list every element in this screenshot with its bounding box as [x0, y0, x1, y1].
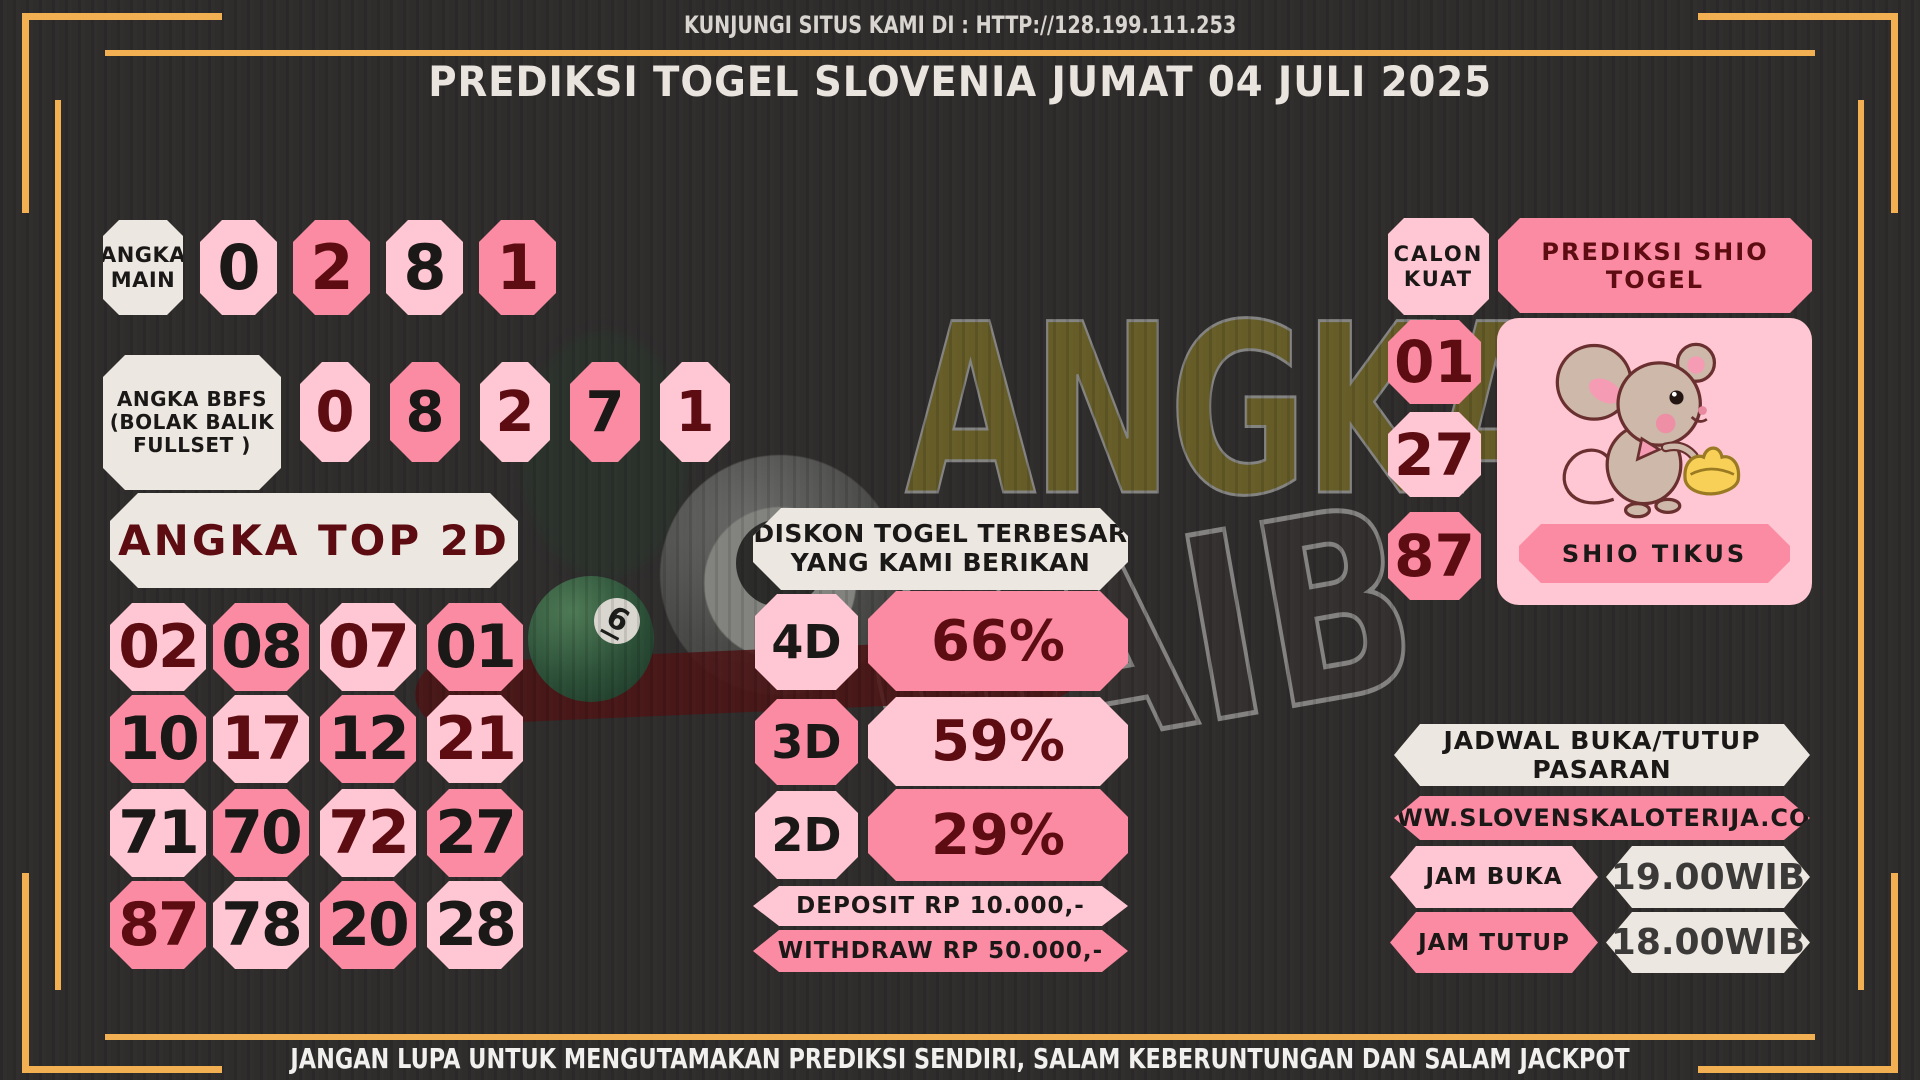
site-url-text: KUNJUNGI SITUS KAMI DI : HTTP://128.199.… — [683, 11, 1237, 39]
jam-buka-label: JAM BUKA — [1390, 846, 1598, 908]
diskon-2d-value: 29% — [868, 789, 1128, 881]
diskon-3d-label: 3D — [755, 699, 858, 785]
frame-corner-bl-v — [22, 873, 29, 1073]
mouse-icon — [1555, 342, 1741, 519]
jam-tutup-value: 18.00WIB — [1606, 912, 1810, 973]
shio-animal-label: SHIO TIKUS — [1519, 524, 1790, 583]
frame-inner-right — [1858, 100, 1864, 990]
diskon-2d-label: 2D — [755, 791, 858, 879]
top2d-cell: 70 — [213, 789, 309, 877]
shio-number: 27 — [1388, 412, 1481, 497]
calon-kuat-label: CALON KUAT — [1388, 218, 1489, 315]
bbfs-label: ANGKA BBFS (BOLAK BALIK FULLSET ) — [103, 355, 281, 490]
site-url-banner: KUNJUNGI SITUS KAMI DI : HTTP://128.199.… — [0, 6, 1920, 44]
angka-main-digit: 0 — [200, 220, 277, 315]
top2d-title: ANGKA TOP 2D — [110, 493, 518, 588]
top2d-cell: 71 — [110, 789, 206, 877]
frame-corner-tl-v — [22, 13, 29, 213]
top2d-cell: 01 — [427, 603, 523, 691]
billiard-6ball-number: 6 — [585, 589, 649, 653]
bbfs-digit: 0 — [300, 362, 370, 462]
diskon-title: DISKON TOGEL TERBESAR YANG KAMI BERIKAN — [753, 508, 1128, 590]
top2d-cell: 02 — [110, 603, 206, 691]
angka-main-digit: 2 — [293, 220, 370, 315]
diskon-4d-label: 4D — [755, 594, 858, 690]
angka-main-label: ANGKA MAIN — [103, 220, 183, 315]
angka-main-digit: 8 — [386, 220, 463, 315]
top2d-cell: 07 — [320, 603, 416, 691]
frame-corner-bl-h — [22, 1066, 222, 1073]
top2d-cell: 10 — [110, 695, 206, 783]
top2d-cell: 78 — [213, 881, 309, 969]
shio-number: 87 — [1388, 512, 1481, 600]
frame-inner-bottom — [105, 1034, 1815, 1040]
top2d-cell: 08 — [213, 603, 309, 691]
shio-number: 01 — [1388, 320, 1481, 404]
frame-inner-left — [55, 100, 61, 990]
top2d-cell: 72 — [320, 789, 416, 877]
bbfs-digit: 2 — [480, 362, 550, 462]
footer-disclaimer: JANGAN LUPA UNTUK MENGUTAMAKAN PREDIKSI … — [290, 1041, 1630, 1075]
jam-buka-value: 19.00WIB — [1606, 846, 1810, 908]
top2d-cell: 87 — [110, 881, 206, 969]
frame-corner-tr-v — [1891, 13, 1898, 213]
top2d-cell: 12 — [320, 695, 416, 783]
frame-corner-br-v — [1891, 873, 1898, 1073]
watermark-angka: ANGKA — [904, 274, 1562, 550]
frame-corner-tr-h — [1698, 13, 1898, 20]
deposit-banner: DEPOSIT RP 10.000,- — [753, 886, 1128, 926]
top2d-cell: 17 — [213, 695, 309, 783]
frame-corner-tl-h — [22, 13, 222, 20]
diskon-4d-value: 66% — [868, 591, 1128, 691]
bbfs-digit: 1 — [660, 362, 730, 462]
bbfs-digit: 7 — [570, 362, 640, 462]
withdraw-banner: WITHDRAW RP 50.000,- — [753, 930, 1128, 972]
billiard-6ball-icon: 6 — [528, 576, 654, 702]
shio-header: PREDIKSI SHIO TOGEL — [1498, 218, 1812, 313]
diskon-3d-value: 59% — [868, 697, 1128, 786]
jadwal-title: JADWAL BUKA/TUTUP PASARAN — [1394, 724, 1810, 786]
top2d-cell: 20 — [320, 881, 416, 969]
top2d-cell: 21 — [427, 695, 523, 783]
frame-inner-top — [105, 50, 1815, 56]
top2d-cell: 27 — [427, 789, 523, 877]
bbfs-digit: 8 — [390, 362, 460, 462]
jam-tutup-label: JAM TUTUP — [1390, 912, 1598, 973]
frame-corner-br-h — [1698, 1066, 1898, 1073]
website-banner: WWW.SLOVENSKALOTERIJA.COM — [1394, 796, 1810, 840]
page-title: PREDIKSI TOGEL SLOVENIA JUMAT 04 JULI 20… — [428, 56, 1492, 106]
shio-panel: SHIO TIKUS — [1497, 318, 1812, 605]
angka-main-digit: 1 — [479, 220, 556, 315]
top2d-cell: 28 — [427, 881, 523, 969]
